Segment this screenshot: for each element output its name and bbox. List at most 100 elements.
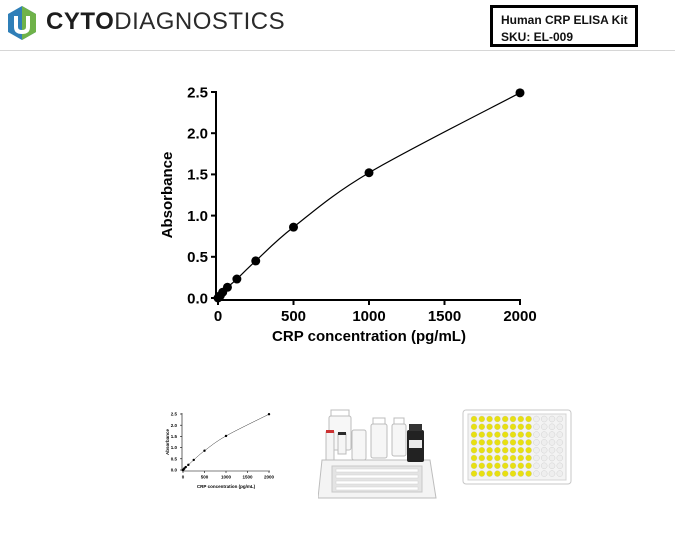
plate-well — [525, 462, 532, 469]
plate-well — [509, 439, 517, 446]
plate-well — [486, 447, 493, 454]
plate-well — [470, 454, 478, 462]
plate-well — [517, 470, 524, 477]
y-tick-label: 0.5 — [171, 456, 178, 461]
plate-well — [556, 454, 563, 462]
x-tick-label: 1000 — [352, 308, 385, 325]
plate-well — [502, 462, 509, 469]
y-tick-label: 2.0 — [171, 423, 178, 428]
data-point — [187, 463, 190, 467]
data-point — [192, 458, 195, 462]
x-tick-label: 1000 — [221, 475, 232, 480]
plate-well — [541, 462, 548, 469]
plate-well — [502, 431, 509, 438]
y-tick-label: 1.0 — [187, 208, 208, 225]
plate-well — [533, 447, 540, 454]
plate-well — [548, 462, 556, 469]
plate-well — [502, 415, 509, 423]
plate-well — [502, 423, 509, 430]
fit-curve — [182, 414, 270, 471]
plate-well — [548, 439, 556, 446]
brand-name: CYTODIAGNOSTICS — [46, 9, 285, 35]
plate-well — [494, 454, 501, 462]
header: CYTODIAGNOSTICS Human CRP ELISA Kit SKU:… — [0, 0, 675, 50]
plate-well — [556, 415, 563, 423]
plate-well — [494, 462, 501, 469]
plate-well — [525, 431, 532, 438]
plate-well — [494, 447, 501, 454]
plate-well — [478, 462, 485, 469]
plate-well — [517, 415, 524, 423]
plate-well — [486, 454, 493, 462]
plate-well — [470, 462, 478, 469]
y-tick-label: 1.0 — [171, 445, 178, 450]
product-label-box: Human CRP ELISA Kit SKU: EL-009 — [490, 5, 638, 47]
plate-well — [502, 454, 509, 462]
plate-well — [548, 454, 556, 462]
data-point — [222, 282, 232, 292]
plate-well — [517, 431, 524, 438]
plate-well — [541, 423, 548, 430]
plate-well — [556, 431, 563, 438]
plate-well — [486, 439, 493, 446]
plate-well — [502, 439, 509, 446]
data-point — [267, 413, 271, 416]
brand-name-bold: CYTO — [46, 8, 115, 35]
y-axis-label: Absorbance — [159, 152, 176, 239]
plate-well — [494, 470, 501, 477]
x-tick-label: 2000 — [264, 475, 275, 480]
cyto-logo-icon — [8, 6, 36, 40]
plate-well — [525, 470, 532, 477]
plate-well — [470, 415, 478, 423]
plate-well — [548, 470, 556, 477]
plate-well — [494, 439, 501, 446]
plate-well — [517, 454, 524, 462]
plate-well — [509, 470, 517, 477]
plate-well — [525, 415, 532, 423]
y-tick-label: 0.5 — [187, 249, 208, 266]
plate-well — [486, 415, 493, 423]
plate-well — [541, 447, 548, 454]
x-tick-label: 500 — [281, 308, 306, 325]
plate-well — [478, 439, 485, 446]
plate-well — [533, 462, 540, 469]
data-point — [251, 256, 261, 266]
plate-well — [470, 447, 478, 454]
plate-well — [494, 431, 501, 438]
y-tick-label: 0.0 — [187, 290, 208, 307]
plate-well — [556, 439, 563, 446]
plate-well — [541, 439, 548, 446]
plate-well — [525, 447, 532, 454]
plate-well — [509, 431, 517, 438]
plate-well — [533, 470, 540, 477]
y-axis-label: Absorbance — [165, 429, 170, 456]
data-point — [515, 88, 525, 98]
plate-well — [548, 447, 556, 454]
plate-well — [470, 470, 478, 477]
plate-well — [478, 447, 485, 454]
plate-well — [470, 423, 478, 430]
y-tick-label: 0.0 — [171, 468, 178, 473]
plate-well — [533, 423, 540, 430]
plate-well — [517, 439, 524, 446]
plate-well — [509, 454, 517, 462]
x-tick-label: 1500 — [242, 475, 253, 480]
plate-well — [556, 470, 563, 477]
elisa-kit-photo — [318, 409, 437, 499]
x-axis-label: CRP concentration (pg/mL) — [197, 484, 256, 489]
plate-well — [478, 423, 485, 430]
x-tick-label: 0 — [182, 475, 185, 480]
plate-well — [556, 462, 563, 469]
plate-well — [494, 415, 501, 423]
data-point — [364, 168, 374, 178]
plate-well — [509, 423, 517, 430]
plate-well — [525, 454, 532, 462]
plate-well — [502, 447, 509, 454]
plate-well — [541, 415, 548, 423]
x-axis-label: CRP concentration (pg/mL) — [272, 328, 466, 345]
plate-well — [525, 423, 532, 430]
data-point — [184, 465, 187, 469]
plate-well — [486, 423, 493, 430]
plate-well — [556, 447, 563, 454]
standard-curve-thumbnail: 0.0 0.5 1.0 1.5 2.0 2.5 0 500 1000 1500 2000 CRP co… — [165, 412, 275, 489]
